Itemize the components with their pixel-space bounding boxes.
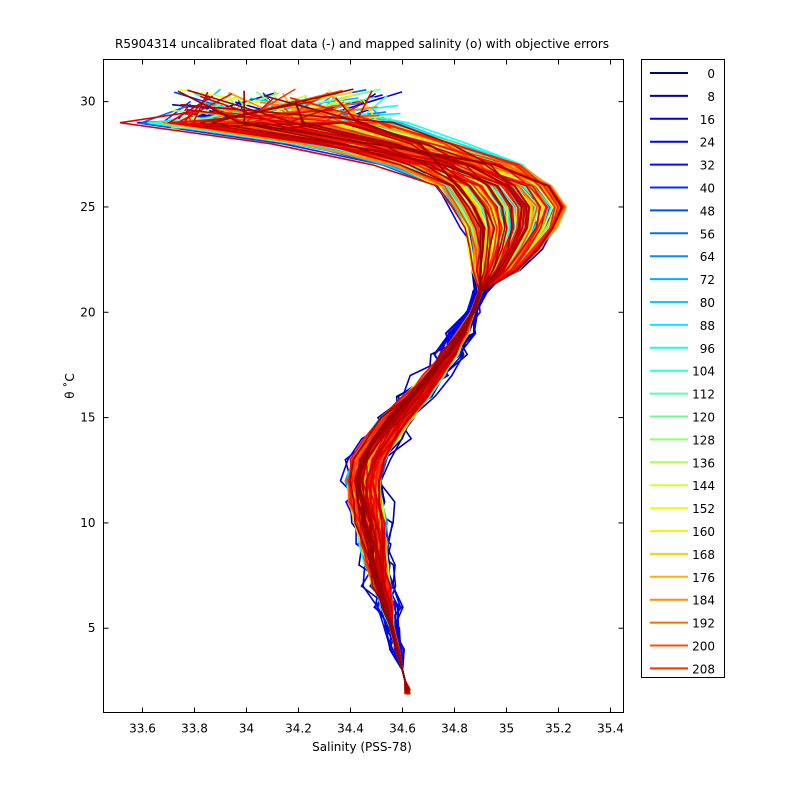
legend-label: 40 [700, 182, 715, 196]
legend-label: 176 [692, 571, 715, 585]
x-tick-label: 34 [239, 722, 254, 736]
profile-trace [182, 112, 480, 690]
legend-label: 24 [700, 136, 715, 150]
legend-label: 32 [700, 159, 715, 173]
profile-trace [234, 112, 481, 692]
profile-trace [224, 109, 482, 692]
legend-label: 192 [692, 617, 715, 631]
profile-trace [163, 121, 483, 690]
profile-trace [162, 116, 482, 692]
x-tick-label: 35.2 [545, 722, 572, 736]
profile-trace [243, 90, 563, 692]
y-axis: 5 10 15 20 25 30 [80, 95, 624, 635]
profile-traces [119, 88, 567, 695]
legend-label: 208 [692, 662, 715, 676]
legend-box [641, 59, 725, 678]
x-tick-label: 34.2 [285, 722, 312, 736]
legend-label: 160 [692, 525, 715, 539]
profile-trace [264, 95, 485, 693]
profile-trace [214, 112, 480, 691]
profile-trace [229, 121, 486, 692]
legend-label: 88 [700, 319, 715, 333]
legend-label: 200 [692, 640, 715, 654]
legend-label: 96 [700, 342, 715, 356]
y-tick-label: 25 [80, 200, 95, 214]
profile-trace [193, 121, 485, 695]
legend-label: 120 [692, 411, 715, 425]
y-tick-label: 15 [80, 411, 95, 425]
x-axis-label: Salinity (PSS-78) [312, 740, 412, 754]
x-tick-label: 35 [499, 722, 514, 736]
profile-trace [173, 113, 483, 693]
legend-label: 112 [692, 388, 715, 402]
profile-trace [221, 121, 480, 694]
legend-label: 16 [700, 113, 715, 127]
legend-label: 48 [700, 204, 715, 218]
profile-trace [225, 114, 483, 694]
profile-trace [141, 104, 490, 691]
legend-label: 136 [692, 456, 715, 470]
legend-label: 80 [700, 296, 715, 310]
profile-trace [207, 113, 480, 694]
legend-label: 56 [700, 227, 715, 241]
legend-label: 152 [692, 502, 715, 516]
chart-title: R5904314 uncalibrated float data (-) and… [115, 37, 609, 51]
profile-trace [146, 118, 495, 694]
profile-trace [149, 121, 491, 692]
profile-trace [206, 121, 480, 695]
legend-label: 184 [692, 594, 715, 608]
profile-trace [170, 114, 482, 694]
y-tick-label: 20 [80, 305, 95, 319]
x-tick-label: 35.4 [597, 722, 624, 736]
profile-trace [187, 102, 483, 690]
x-tick-label: 34.8 [441, 722, 468, 736]
profile-trace [168, 117, 482, 691]
x-tick-label: 33.6 [129, 722, 156, 736]
profile-trace [195, 115, 491, 692]
legend-label: 8 [707, 90, 715, 104]
x-tick-label: 34.4 [337, 722, 364, 736]
profile-trace [211, 88, 513, 690]
profile-trace [243, 121, 483, 693]
profile-trace [206, 106, 482, 695]
legend-label: 104 [692, 365, 715, 379]
y-tick-label: 10 [80, 516, 95, 530]
x-axis: 33.6 33.8 34 34.2 34.4 34.6 34.8 35 35.2 35.4 [129, 59, 624, 736]
legend-label: 168 [692, 548, 715, 562]
legend-label: 64 [700, 250, 715, 264]
y-axis-label: θ ˚C [62, 373, 77, 399]
x-tick-label: 34.6 [389, 722, 416, 736]
y-tick-label: 5 [88, 621, 96, 635]
legend: 0 8 16 24 32 40 48 56 64 72 80 88 96 104 112 120 128 136 1… [641, 59, 725, 678]
legend-label: 128 [692, 433, 715, 447]
legend-label: 0 [707, 67, 715, 81]
x-tick-label: 33.8 [181, 722, 208, 736]
profile-trace [187, 110, 481, 695]
y-tick-label: 30 [80, 95, 95, 109]
legend-label: 144 [692, 479, 715, 493]
legend-label: 72 [700, 273, 715, 287]
plot-frame [103, 59, 624, 713]
